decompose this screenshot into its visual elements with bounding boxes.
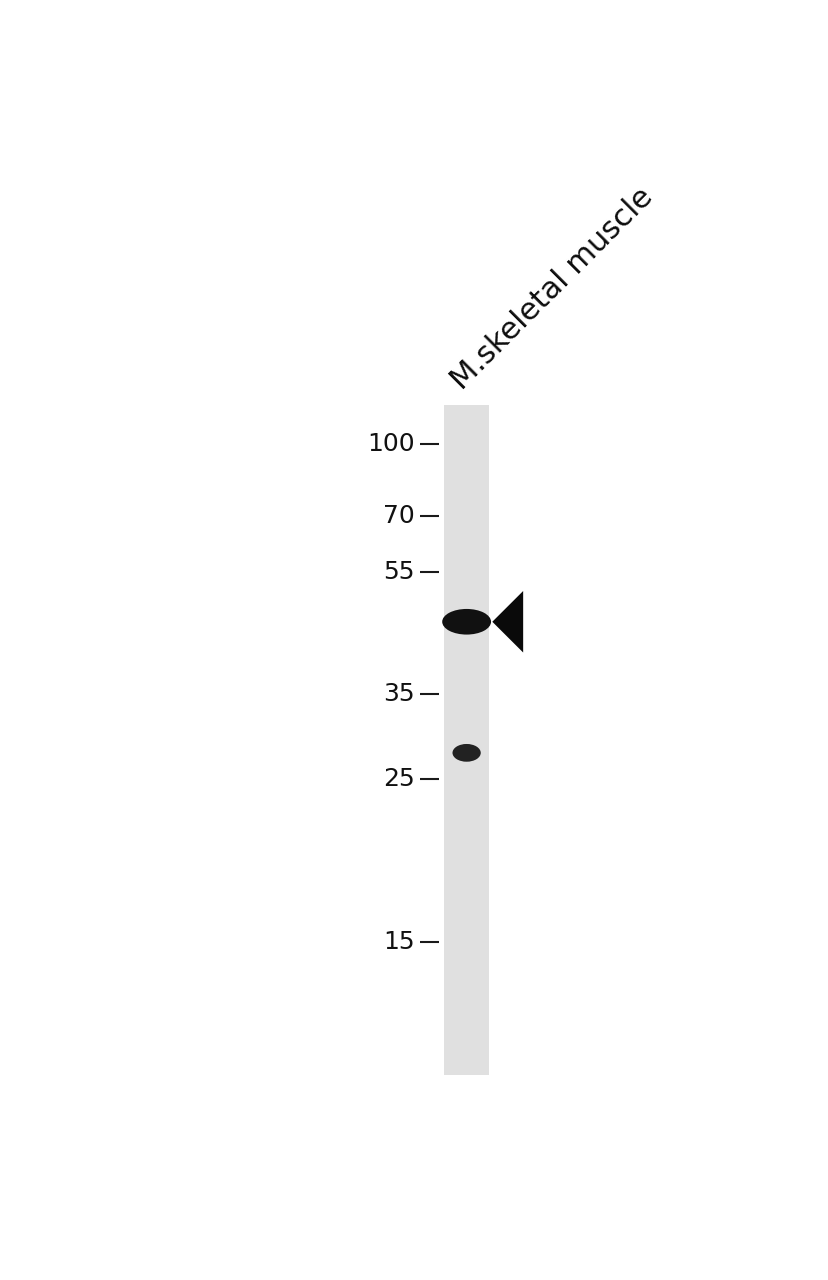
- Ellipse shape: [452, 744, 480, 762]
- Text: M.skeletal muscle: M.skeletal muscle: [445, 182, 658, 396]
- Text: 100: 100: [367, 433, 414, 457]
- Bar: [444, 404, 489, 1075]
- Text: 70: 70: [383, 504, 414, 529]
- Polygon shape: [492, 591, 522, 653]
- Text: 35: 35: [383, 682, 414, 705]
- Text: 15: 15: [383, 931, 414, 954]
- Text: 25: 25: [383, 768, 414, 791]
- Ellipse shape: [441, 609, 490, 635]
- Text: 55: 55: [383, 561, 414, 585]
